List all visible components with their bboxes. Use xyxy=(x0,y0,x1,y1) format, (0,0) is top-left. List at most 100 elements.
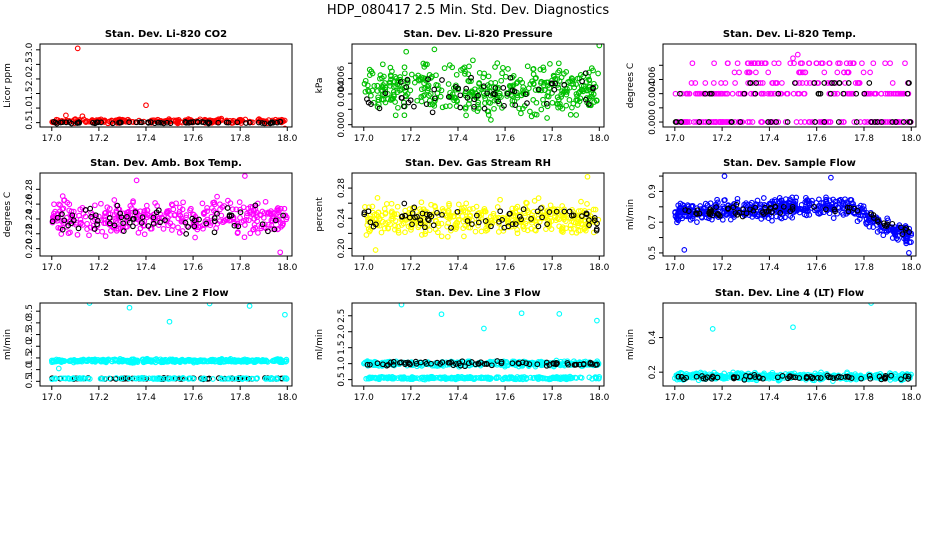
data-point xyxy=(444,233,451,240)
data-point xyxy=(762,204,769,211)
data-point xyxy=(214,210,220,217)
data-point xyxy=(514,79,521,85)
data-point xyxy=(64,199,71,206)
data-point xyxy=(445,94,452,100)
y-tick-label: 1.0 xyxy=(25,101,35,116)
data-point xyxy=(375,209,382,216)
data-point xyxy=(700,375,707,382)
data-point xyxy=(806,212,813,218)
data-point xyxy=(578,87,585,94)
data-point xyxy=(528,216,534,222)
data-point xyxy=(807,373,814,380)
data-point xyxy=(843,60,850,67)
data-point xyxy=(818,199,824,206)
y-tick-label: 2.0 xyxy=(337,324,347,339)
data-point xyxy=(775,90,782,97)
data-point xyxy=(190,119,197,125)
data-point xyxy=(182,119,189,125)
data-point xyxy=(902,373,909,380)
data-point xyxy=(522,213,528,219)
points-layer xyxy=(49,45,288,127)
data-point xyxy=(690,374,697,381)
data-point xyxy=(561,81,568,88)
data-point xyxy=(201,375,208,382)
data-point xyxy=(211,215,218,221)
data-point xyxy=(531,198,538,204)
data-point xyxy=(793,194,800,201)
data-point xyxy=(394,203,401,210)
data-point xyxy=(438,220,445,227)
data-point xyxy=(461,374,468,381)
data-point xyxy=(158,119,164,126)
data-point xyxy=(425,76,431,83)
data-point xyxy=(190,375,197,382)
data-point xyxy=(447,103,453,109)
data-point xyxy=(126,304,133,311)
data-point xyxy=(544,221,550,227)
data-point xyxy=(445,81,452,87)
data-point xyxy=(579,213,585,219)
data-point xyxy=(218,375,225,382)
data-point xyxy=(192,234,198,241)
data-point xyxy=(253,357,260,363)
data-point xyxy=(425,375,432,382)
data-point xyxy=(245,217,252,224)
data-point xyxy=(185,224,192,230)
data-point xyxy=(532,87,539,93)
data-point xyxy=(267,210,274,216)
data-point xyxy=(806,60,812,67)
data-point xyxy=(702,376,709,382)
data-point xyxy=(378,87,384,93)
data-point xyxy=(789,214,796,221)
data-point xyxy=(554,94,561,101)
y-tick-label: 1.0 xyxy=(337,356,347,371)
data-point xyxy=(259,358,266,365)
data-point xyxy=(819,119,825,125)
y-tick-label: 1.5 xyxy=(25,86,35,100)
data-point xyxy=(594,317,600,324)
data-point xyxy=(362,77,369,84)
data-point xyxy=(548,226,555,232)
x-tick-label: 17.4 xyxy=(448,393,468,403)
x-tick-label: 17.6 xyxy=(807,134,827,144)
data-point xyxy=(561,70,567,77)
data-point xyxy=(120,228,127,234)
data-point xyxy=(851,119,858,125)
data-point xyxy=(532,227,538,233)
panel-title: Stan. Dev. Line 2 Flow xyxy=(103,288,228,299)
data-point xyxy=(246,209,253,215)
data-point xyxy=(181,218,187,224)
data-point xyxy=(261,120,268,127)
data-point xyxy=(273,375,280,382)
data-point xyxy=(183,231,190,237)
data-point xyxy=(512,205,519,212)
data-point xyxy=(407,222,414,229)
data-point xyxy=(748,60,755,67)
data-point xyxy=(272,217,279,224)
data-point xyxy=(155,358,161,364)
data-point xyxy=(157,219,163,226)
data-point xyxy=(551,86,558,93)
data-point xyxy=(277,119,283,125)
data-point xyxy=(554,375,560,382)
data-point xyxy=(834,69,841,76)
data-point xyxy=(566,97,573,103)
data-point xyxy=(811,80,818,86)
data-point xyxy=(494,358,501,364)
data-point xyxy=(900,119,907,125)
data-point xyxy=(84,357,90,364)
data-point xyxy=(777,210,784,216)
data-point xyxy=(527,108,533,115)
data-point xyxy=(838,119,845,125)
data-point xyxy=(696,119,703,125)
data-point xyxy=(394,211,400,217)
data-point xyxy=(878,90,885,97)
data-point xyxy=(882,373,889,379)
data-point xyxy=(488,362,495,369)
data-point xyxy=(229,206,236,213)
panel-title: Stan. Dev. Li-820 Pressure xyxy=(403,29,553,40)
data-point xyxy=(694,219,700,225)
data-point xyxy=(855,80,862,86)
data-point xyxy=(495,98,501,105)
data-point xyxy=(59,119,66,126)
